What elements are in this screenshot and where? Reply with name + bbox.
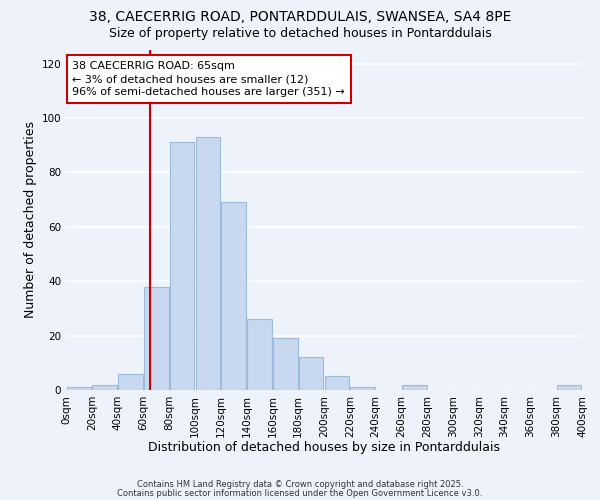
Bar	[325, 376, 349, 390]
Bar	[92, 384, 117, 390]
Bar	[273, 338, 298, 390]
Text: 38 CAECERRIG ROAD: 65sqm
← 3% of detached houses are smaller (12)
96% of semi-de: 38 CAECERRIG ROAD: 65sqm ← 3% of detache…	[73, 61, 345, 98]
Text: Contains public sector information licensed under the Open Government Licence v3: Contains public sector information licen…	[118, 490, 482, 498]
Bar	[350, 388, 375, 390]
Text: Size of property relative to detached houses in Pontarddulais: Size of property relative to detached ho…	[109, 28, 491, 40]
Bar	[67, 388, 91, 390]
X-axis label: Distribution of detached houses by size in Pontarddulais: Distribution of detached houses by size …	[148, 441, 500, 454]
Bar	[402, 384, 427, 390]
Text: 38, CAECERRIG ROAD, PONTARDDULAIS, SWANSEA, SA4 8PE: 38, CAECERRIG ROAD, PONTARDDULAIS, SWANS…	[89, 10, 511, 24]
Bar	[170, 142, 194, 390]
Bar	[299, 358, 323, 390]
Bar	[196, 137, 220, 390]
Bar	[144, 286, 169, 390]
Bar	[118, 374, 143, 390]
Bar	[557, 384, 581, 390]
Bar	[247, 320, 272, 390]
Bar	[221, 202, 246, 390]
Y-axis label: Number of detached properties: Number of detached properties	[24, 122, 37, 318]
Text: Contains HM Land Registry data © Crown copyright and database right 2025.: Contains HM Land Registry data © Crown c…	[137, 480, 463, 489]
